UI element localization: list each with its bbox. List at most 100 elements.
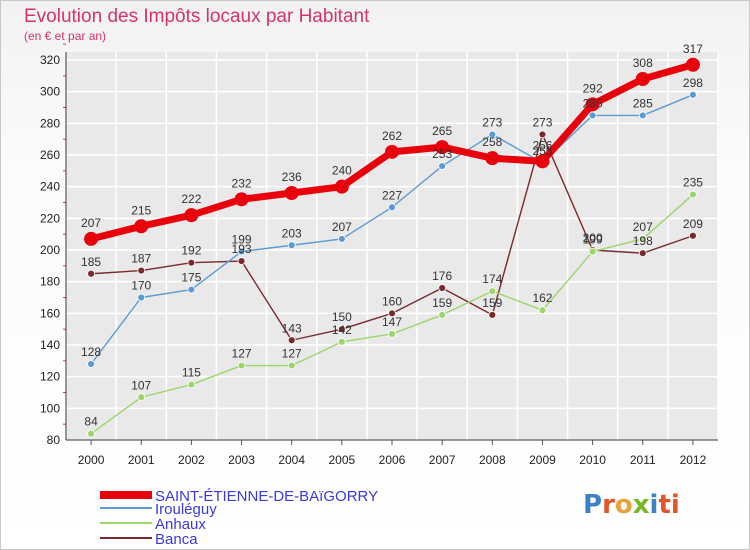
data-label: 159 — [432, 296, 452, 310]
x-tick-label: 2003 — [228, 453, 255, 467]
data-label: 209 — [683, 217, 703, 231]
data-label: 285 — [583, 96, 603, 110]
data-point — [284, 186, 299, 200]
legend-label-2: Anhaux — [155, 516, 206, 533]
data-label: 207 — [332, 220, 352, 234]
y-tick-label: 200 — [40, 243, 60, 257]
data-label: 235 — [683, 176, 703, 190]
data-label: 162 — [532, 291, 552, 305]
y-tick-label: 120 — [40, 370, 60, 384]
data-label: 292 — [583, 81, 603, 95]
data-label: 265 — [432, 124, 452, 138]
data-point — [187, 258, 196, 267]
data-label: 308 — [633, 56, 653, 70]
data-label: 285 — [633, 96, 653, 110]
data-point — [287, 336, 296, 345]
data-label: 127 — [232, 347, 252, 361]
data-label: 107 — [131, 378, 151, 392]
data-point — [388, 309, 396, 318]
data-point — [187, 380, 196, 389]
data-point — [585, 97, 600, 112]
data-label-layer: 185 187 192 193 143 150 160 176 159 273 200 198 209 8… — [81, 42, 703, 429]
data-point — [87, 269, 95, 278]
chart-title: Evolution des Impôts locaux par Habitant — [24, 6, 370, 27]
x-tick-label: 2012 — [680, 453, 707, 467]
data-label: 273 — [482, 115, 502, 129]
data-point — [588, 247, 597, 256]
data-label: 236 — [282, 170, 302, 184]
data-point — [137, 266, 146, 275]
data-point — [488, 130, 497, 139]
x-tick-label: 2010 — [579, 453, 606, 467]
y-tick-label: 300 — [40, 85, 60, 99]
legend-label-3: Banca — [155, 531, 198, 548]
proxiti-logo: Proxiti — [583, 490, 680, 520]
y-tick-label: 320 — [40, 53, 60, 67]
data-label: 147 — [382, 315, 402, 329]
data-point — [689, 231, 697, 240]
data-label: 193 — [232, 242, 252, 256]
data-point — [638, 111, 647, 120]
grid-layer — [65, 52, 719, 441]
data-point — [388, 203, 396, 212]
data-label: 199 — [583, 233, 603, 247]
axis-layer: 80 100 120 140 160 180 200 220 240 260 280 300 320 20… — [40, 43, 718, 467]
x-tick-label: 2001 — [128, 453, 155, 467]
data-point — [438, 162, 447, 170]
data-point — [638, 249, 647, 258]
data-label: 222 — [181, 192, 201, 206]
y-tick-label: 240 — [40, 180, 60, 194]
data-point — [134, 219, 149, 234]
plot-background — [66, 52, 718, 440]
chart-subtitle: (en € et par an) — [24, 29, 106, 43]
data-point — [87, 360, 95, 368]
data-point — [438, 284, 447, 292]
data-label: 200 — [583, 231, 603, 245]
data-point — [337, 235, 346, 243]
data-point — [685, 57, 700, 72]
x-tick-label: 2000 — [78, 453, 105, 467]
legend-label-1: Irouléguy — [155, 501, 217, 518]
data-label: 227 — [382, 188, 402, 202]
data-label: 128 — [81, 345, 101, 359]
data-point — [635, 72, 650, 86]
data-point — [438, 311, 447, 319]
x-tick-label: 2007 — [429, 453, 456, 467]
data-point — [538, 130, 547, 139]
brand-letter: i — [649, 490, 659, 520]
data-label: 115 — [182, 366, 201, 380]
data-point — [488, 311, 497, 319]
data-label: 185 — [81, 255, 101, 269]
data-point — [84, 231, 99, 246]
x-tick-label: 2004 — [278, 453, 305, 467]
y-tick-label: 220 — [40, 211, 60, 225]
y-tick-label: 140 — [40, 338, 60, 352]
series-layer — [84, 57, 700, 438]
data-label: 255 — [532, 144, 552, 158]
data-point — [137, 393, 146, 402]
data-label: 159 — [482, 296, 502, 310]
data-point — [588, 111, 597, 120]
data-point — [689, 90, 697, 99]
data-label: 240 — [332, 164, 352, 178]
data-point — [385, 144, 399, 159]
data-point — [287, 361, 296, 370]
data-label: 127 — [282, 347, 302, 361]
data-point — [234, 192, 249, 207]
data-label: 199 — [232, 233, 252, 247]
y-tick-label: 280 — [40, 116, 60, 130]
data-label: 174 — [482, 272, 502, 286]
data-point — [535, 154, 550, 169]
brand-letter: P — [583, 490, 603, 520]
data-label: 142 — [332, 323, 352, 337]
y-tick-label: 80 — [47, 433, 61, 447]
brand-letter: ti — [658, 490, 680, 520]
data-label: 143 — [282, 321, 302, 335]
data-label: 176 — [432, 269, 452, 283]
data-label: 175 — [181, 271, 201, 285]
data-point — [337, 325, 346, 334]
data-point — [184, 208, 199, 223]
data-label: 84 — [84, 415, 98, 429]
data-point — [388, 330, 396, 338]
data-label: 273 — [532, 115, 552, 129]
